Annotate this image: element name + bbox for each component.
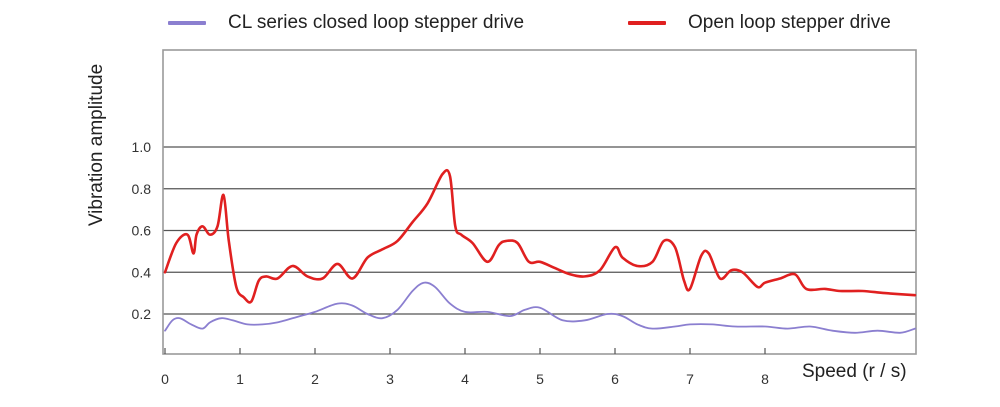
y-tick-label: 1.0 [132, 139, 152, 155]
x-tick-label: 3 [386, 371, 394, 387]
x-tick-label: 1 [236, 371, 244, 387]
y-axis-label: Vibration amplitude [86, 63, 107, 227]
y-tick-label: 0.2 [132, 306, 152, 322]
x-axis-label: Speed (r / s) [802, 361, 907, 382]
x-tick-label: 8 [761, 371, 769, 387]
y-tick-label: 0.4 [132, 264, 152, 280]
x-tick-label: 5 [536, 371, 544, 387]
x-tick-label: 4 [461, 371, 469, 387]
legend-item-open-loop: Open loop stepper drive [628, 12, 891, 34]
y-tick-label: 0.8 [132, 181, 152, 197]
x-tick-label: 7 [686, 371, 694, 387]
series-line-open-loop [163, 168, 917, 304]
legend-label-open-loop: Open loop stepper drive [688, 12, 891, 33]
y-tick-label: 0.6 [132, 223, 152, 239]
legend-swatch-open-loop [628, 21, 666, 25]
legend-label-closed-loop: CL series closed loop stepper drive [228, 12, 525, 33]
x-tick-label: 6 [611, 371, 619, 387]
legend-swatch-closed-loop [168, 21, 206, 25]
x-tick-label: 2 [311, 371, 319, 387]
legend-item-closed-loop: CL series closed loop stepper drive [168, 12, 524, 34]
x-tick-label: 0 [161, 371, 169, 387]
series-line-closed-loop [164, 281, 916, 334]
